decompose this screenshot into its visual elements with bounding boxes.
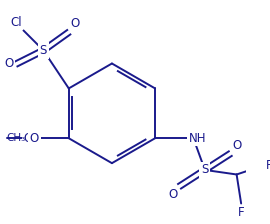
Text: O: O (23, 132, 32, 145)
Text: O: O (70, 17, 80, 30)
Text: O: O (4, 57, 14, 71)
Text: CH₃: CH₃ (6, 133, 25, 143)
Text: O: O (168, 188, 178, 201)
Text: O: O (30, 132, 39, 145)
Text: Cl: Cl (10, 16, 22, 29)
Text: NH: NH (188, 132, 206, 145)
Text: S: S (40, 44, 47, 57)
Text: F: F (238, 206, 244, 219)
Text: S: S (201, 164, 209, 177)
Text: F: F (266, 159, 270, 172)
Text: O: O (232, 139, 241, 152)
